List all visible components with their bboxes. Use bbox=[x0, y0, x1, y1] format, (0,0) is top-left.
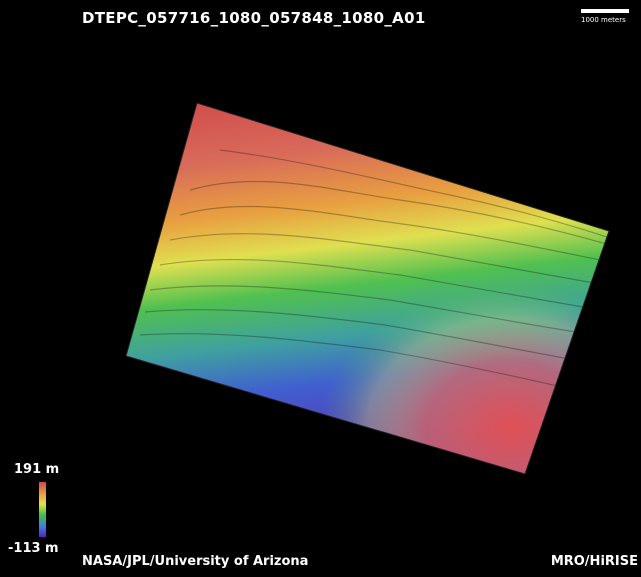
credit-left: NASA/JPL/University of Arizona bbox=[82, 554, 309, 569]
scale-bar: 1000 meters bbox=[581, 9, 637, 27]
scale-bar-label: 1000 meters bbox=[581, 16, 626, 24]
scale-bar-line bbox=[581, 9, 629, 13]
credit-right: MRO/HiRISE bbox=[550, 554, 638, 569]
map-title: DTEPC_057716_1080_057848_1080_A01 bbox=[82, 9, 426, 27]
legend-min-label: -113 m bbox=[8, 541, 59, 556]
legend-color-ramp bbox=[39, 482, 46, 537]
legend-max-label: 191 m bbox=[14, 462, 60, 477]
